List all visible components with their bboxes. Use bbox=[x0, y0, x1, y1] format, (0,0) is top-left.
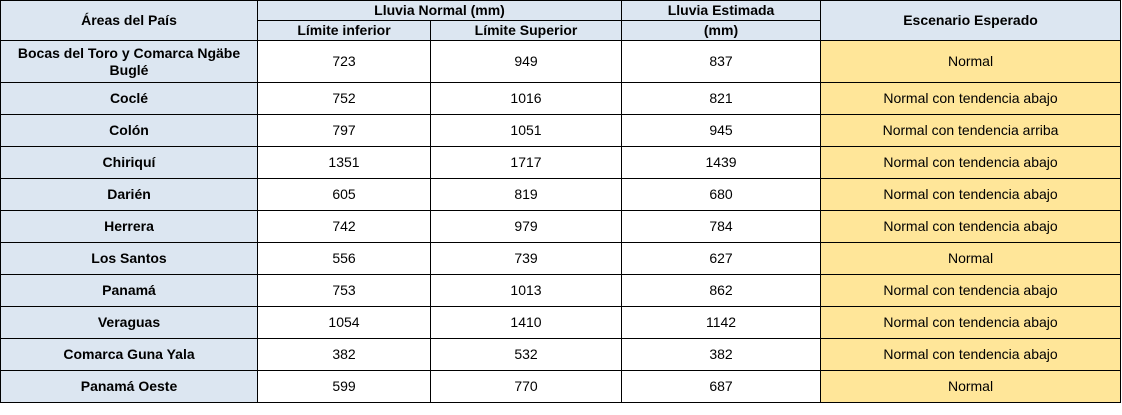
scenario-cell: Normal bbox=[820, 370, 1122, 403]
upper-limit-cell: 1410 bbox=[429, 306, 623, 339]
estimated-rain-cell: 784 bbox=[621, 210, 822, 243]
table-row: Panamá Oeste 599 770 687 Normal bbox=[0, 370, 1122, 403]
estimated-rain-cell: 627 bbox=[621, 242, 822, 275]
scenario-cell: Normal con tendencia abajo bbox=[820, 306, 1122, 339]
scenario-cell: Normal bbox=[820, 40, 1122, 83]
upper-limit-cell: 1717 bbox=[429, 146, 623, 179]
header-area: Áreas del País bbox=[0, 0, 258, 41]
lower-limit-cell: 1351 bbox=[257, 146, 431, 179]
area-cell: Colón bbox=[0, 114, 258, 147]
scenario-cell: Normal con tendencia abajo bbox=[820, 82, 1122, 115]
scenario-cell: Normal con tendencia arriba bbox=[820, 114, 1122, 147]
lower-limit-cell: 742 bbox=[257, 210, 431, 243]
area-cell: Veraguas bbox=[0, 306, 258, 339]
rainfall-table: Áreas del País Lluvia Normal (mm) Lluvia… bbox=[0, 0, 1122, 403]
upper-limit-cell: 819 bbox=[429, 178, 623, 211]
area-cell: Panamá bbox=[0, 274, 258, 307]
area-cell: Herrera bbox=[0, 210, 258, 243]
header-estimated-rain-line2: (mm) bbox=[621, 20, 822, 41]
table-row: Bocas del Toro y Comarca Ngäbe Buglé 723 9… bbox=[0, 40, 1122, 83]
upper-limit-cell: 1013 bbox=[429, 274, 623, 307]
scenario-cell: Normal con tendencia abajo bbox=[820, 146, 1122, 179]
table-header: Áreas del País Lluvia Normal (mm) Lluvia… bbox=[0, 0, 1122, 41]
area-cell: Coclé bbox=[0, 82, 258, 115]
table-body: Bocas del Toro y Comarca Ngäbe Buglé 723 9… bbox=[0, 40, 1122, 403]
estimated-rain-cell: 837 bbox=[621, 40, 822, 83]
scenario-cell: Normal con tendencia abajo bbox=[820, 210, 1122, 243]
upper-limit-cell: 979 bbox=[429, 210, 623, 243]
table-row: Panamá 753 1013 862 Normal con tendencia aba… bbox=[0, 274, 1122, 307]
upper-limit-cell: 739 bbox=[429, 242, 623, 275]
estimated-rain-cell: 1142 bbox=[621, 306, 822, 339]
area-cell: Bocas del Toro y Comarca Ngäbe Buglé bbox=[0, 40, 258, 83]
estimated-rain-cell: 1439 bbox=[621, 146, 822, 179]
table-row: Colón 797 1051 945 Normal con tendencia arri… bbox=[0, 114, 1122, 147]
estimated-rain-cell: 687 bbox=[621, 370, 822, 403]
lower-limit-cell: 752 bbox=[257, 82, 431, 115]
table-row: Comarca Guna Yala 382 532 382 Normal con ten… bbox=[0, 338, 1122, 371]
upper-limit-cell: 770 bbox=[429, 370, 623, 403]
lower-limit-cell: 753 bbox=[257, 274, 431, 307]
header-estimated-rain-line1: Lluvia Estimada bbox=[621, 0, 822, 21]
scenario-cell: Normal con tendencia abajo bbox=[820, 338, 1122, 371]
area-cell: Los Santos bbox=[0, 242, 258, 275]
upper-limit-cell: 1051 bbox=[429, 114, 623, 147]
table-row: Veraguas 1054 1410 1142 Normal con tendencia… bbox=[0, 306, 1122, 339]
lower-limit-cell: 605 bbox=[257, 178, 431, 211]
lower-limit-cell: 1054 bbox=[257, 306, 431, 339]
lower-limit-cell: 599 bbox=[257, 370, 431, 403]
estimated-rain-cell: 821 bbox=[621, 82, 822, 115]
scenario-cell: Normal con tendencia abajo bbox=[820, 178, 1122, 211]
header-lower-limit: Límite inferior bbox=[257, 20, 431, 41]
lower-limit-cell: 797 bbox=[257, 114, 431, 147]
table-row: Darién 605 819 680 Normal con tendencia abaj… bbox=[0, 178, 1122, 211]
lower-limit-cell: 556 bbox=[257, 242, 431, 275]
area-cell: Chiriquí bbox=[0, 146, 258, 179]
area-cell: Panamá Oeste bbox=[0, 370, 258, 403]
header-upper-limit: Límite Superior bbox=[429, 20, 623, 41]
estimated-rain-cell: 680 bbox=[621, 178, 822, 211]
lower-limit-cell: 723 bbox=[257, 40, 431, 83]
estimated-rain-cell: 945 bbox=[621, 114, 822, 147]
table-row: Herrera 742 979 784 Normal con tendencia aba… bbox=[0, 210, 1122, 243]
table-row: Chiriquí 1351 1717 1439 Normal con tendencia… bbox=[0, 146, 1122, 179]
estimated-rain-cell: 382 bbox=[621, 338, 822, 371]
scenario-cell: Normal con tendencia abajo bbox=[820, 274, 1122, 307]
area-cell: Darién bbox=[0, 178, 258, 211]
header-scenario: Escenario Esperado bbox=[820, 0, 1122, 41]
estimated-rain-cell: 862 bbox=[621, 274, 822, 307]
upper-limit-cell: 532 bbox=[429, 338, 623, 371]
scenario-cell: Normal bbox=[820, 242, 1122, 275]
upper-limit-cell: 949 bbox=[429, 40, 623, 83]
upper-limit-cell: 1016 bbox=[429, 82, 623, 115]
lower-limit-cell: 382 bbox=[257, 338, 431, 371]
area-cell: Comarca Guna Yala bbox=[0, 338, 258, 371]
table-row: Los Santos 556 739 627 Normal bbox=[0, 242, 1122, 275]
table-row: Coclé 752 1016 821 Normal con tendencia abaj… bbox=[0, 82, 1122, 115]
header-normal-rain: Lluvia Normal (mm) bbox=[256, 0, 623, 21]
